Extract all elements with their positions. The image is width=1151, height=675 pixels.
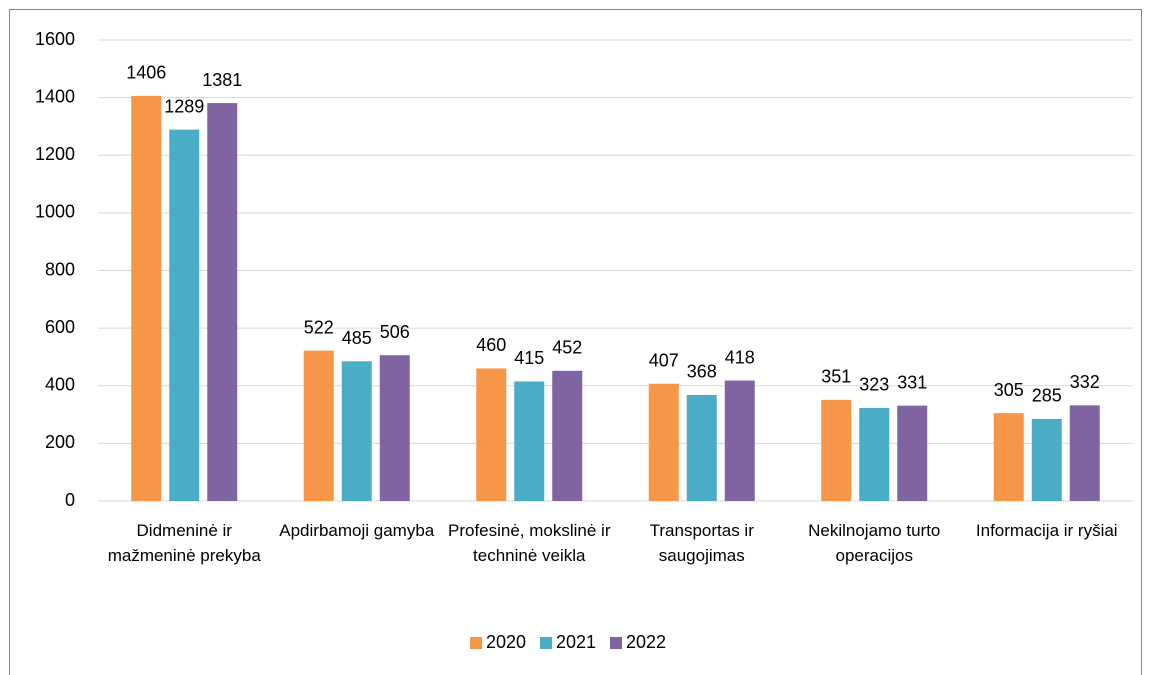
- legend-label: 2022: [626, 632, 666, 652]
- x-tick-label-box: Transportas ir saugojimas: [649, 521, 754, 565]
- x-tick-label: Transportas ir saugojimas: [649, 521, 754, 565]
- y-tick-label: 1400: [35, 86, 75, 106]
- bar: [552, 370, 583, 501]
- data-label: 305: [994, 380, 1024, 400]
- legend-swatch: [470, 637, 482, 649]
- y-tick-label: 0: [65, 490, 75, 510]
- data-label: 485: [342, 328, 372, 348]
- data-label: 506: [380, 322, 410, 342]
- data-label: 1289: [164, 96, 204, 116]
- bar: [169, 129, 200, 501]
- x-tick-label: Profesinė, mokslinė ir techninė veikla: [447, 521, 611, 565]
- data-label: 332: [1070, 372, 1100, 392]
- x-tick-label-box: Nekilnojamo turto operacijos: [808, 521, 941, 565]
- bar: [303, 350, 334, 501]
- bar: [686, 394, 717, 501]
- data-label: 368: [687, 362, 717, 382]
- y-tick-label: 400: [45, 375, 75, 395]
- y-tick-label: 200: [45, 432, 75, 452]
- bar: [1069, 405, 1100, 501]
- bar: [514, 381, 545, 501]
- bar: [897, 405, 928, 501]
- legend-swatch: [610, 637, 622, 649]
- y-tick-label: 600: [45, 317, 75, 337]
- chart-border: [9, 9, 1142, 675]
- y-tick-label: 1600: [35, 29, 75, 49]
- data-label: 452: [552, 338, 582, 358]
- bar: [131, 95, 162, 502]
- x-tick-label-box: Apdirbamoji gamyba: [279, 521, 435, 540]
- x-tick-label: Nekilnojamo turto operacijos: [808, 521, 941, 565]
- legend-label: 2020: [486, 632, 526, 652]
- bar: [993, 413, 1024, 501]
- data-label: 351: [821, 367, 851, 387]
- data-label: 460: [476, 335, 506, 355]
- data-label: 522: [304, 317, 334, 337]
- x-tick-label: Apdirbamoji gamyba: [279, 521, 435, 540]
- data-label: 285: [1032, 386, 1062, 406]
- x-tick-label: Informacija ir ryšiai: [975, 521, 1118, 540]
- data-label: 407: [649, 350, 679, 370]
- x-tick-label-box: Informacija ir ryšiai: [975, 521, 1118, 540]
- bar: [724, 380, 755, 501]
- x-tick-label: Didmeninė ir mažmeninė prekyba: [107, 521, 261, 565]
- legend-label: 2021: [556, 632, 596, 652]
- x-tick-label-box: Didmeninė ir mažmeninė prekyba: [107, 521, 261, 565]
- x-tick-label-box: Profesinė, mokslinė ir techninė veikla: [447, 521, 611, 565]
- data-label: 331: [897, 372, 927, 392]
- data-label: 415: [514, 348, 544, 368]
- data-label: 418: [725, 347, 755, 367]
- y-tick-label: 1200: [35, 144, 75, 164]
- bar: [341, 361, 372, 501]
- y-tick-label: 1000: [35, 202, 75, 222]
- bar: [821, 399, 852, 501]
- y-tick-label: 800: [45, 259, 75, 279]
- data-label: 1406: [126, 63, 166, 83]
- bar: [207, 103, 238, 502]
- bar: [859, 407, 890, 501]
- data-label: 1381: [202, 70, 242, 90]
- bar: [648, 383, 679, 501]
- bar: [1031, 418, 1062, 501]
- legend-swatch: [540, 637, 552, 649]
- bar: [476, 368, 507, 501]
- data-label: 323: [859, 375, 889, 395]
- bar: [379, 355, 410, 501]
